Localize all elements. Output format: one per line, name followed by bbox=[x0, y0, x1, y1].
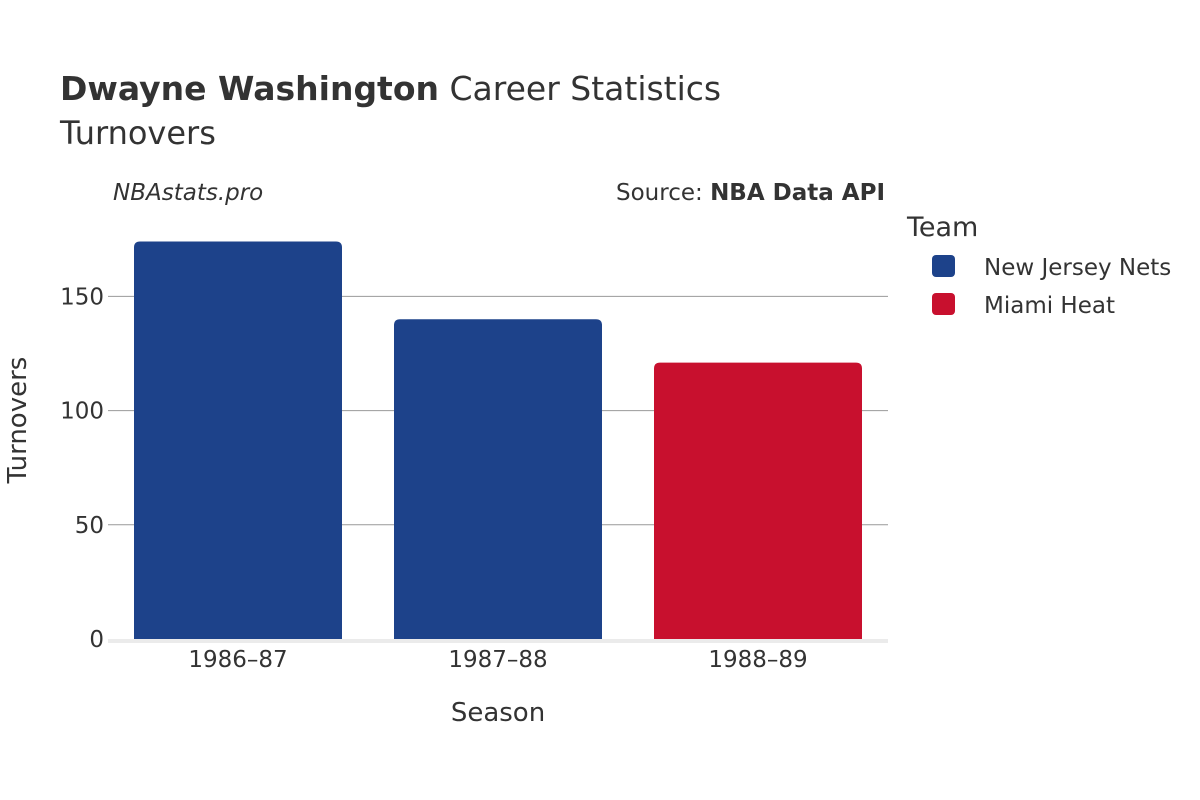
chart-title-rest: Career Statistics bbox=[439, 69, 721, 108]
source-label: Source: NBA Data API bbox=[616, 180, 885, 206]
y-tick-label: 100 bbox=[60, 399, 104, 425]
y-tick-label: 50 bbox=[75, 513, 104, 539]
chart-title: Dwayne Washington Career Statistics bbox=[60, 69, 721, 108]
y-tick-label: 0 bbox=[89, 627, 104, 653]
x-tick-label: 1987–88 bbox=[448, 647, 547, 673]
legend-title: Team bbox=[906, 212, 978, 243]
x-axis-baseline bbox=[108, 639, 888, 643]
bars bbox=[134, 241, 862, 639]
x-tick-label: 1988–89 bbox=[708, 647, 807, 673]
y-axis-label: Turnovers bbox=[3, 357, 33, 485]
chart-subtitle: Turnovers bbox=[59, 114, 216, 152]
y-tick-label: 150 bbox=[60, 284, 104, 310]
x-tick-label: 1986–87 bbox=[188, 647, 287, 673]
bar-1988–89[interactable] bbox=[654, 362, 862, 639]
legend-swatch[interactable] bbox=[932, 255, 955, 277]
site-watermark: NBAstats.pro bbox=[113, 180, 263, 206]
bar-1987–88[interactable] bbox=[394, 319, 602, 639]
bar-1986–87[interactable] bbox=[134, 241, 342, 639]
x-axis-label: Season bbox=[451, 698, 545, 728]
legend-label[interactable]: Miami Heat bbox=[984, 293, 1115, 319]
x-axis-ticks: 1986–87 1987–88 1988–89 bbox=[188, 647, 807, 673]
chart-title-player: Dwayne Washington bbox=[60, 69, 439, 108]
legend: New Jersey Nets Miami Heat bbox=[932, 255, 1171, 319]
y-axis-ticks: 0 50 100 150 bbox=[60, 284, 104, 653]
source-name: NBA Data API bbox=[710, 180, 885, 206]
source-prefix: Source: bbox=[616, 180, 710, 206]
legend-swatch[interactable] bbox=[932, 293, 955, 315]
legend-label[interactable]: New Jersey Nets bbox=[984, 255, 1171, 281]
